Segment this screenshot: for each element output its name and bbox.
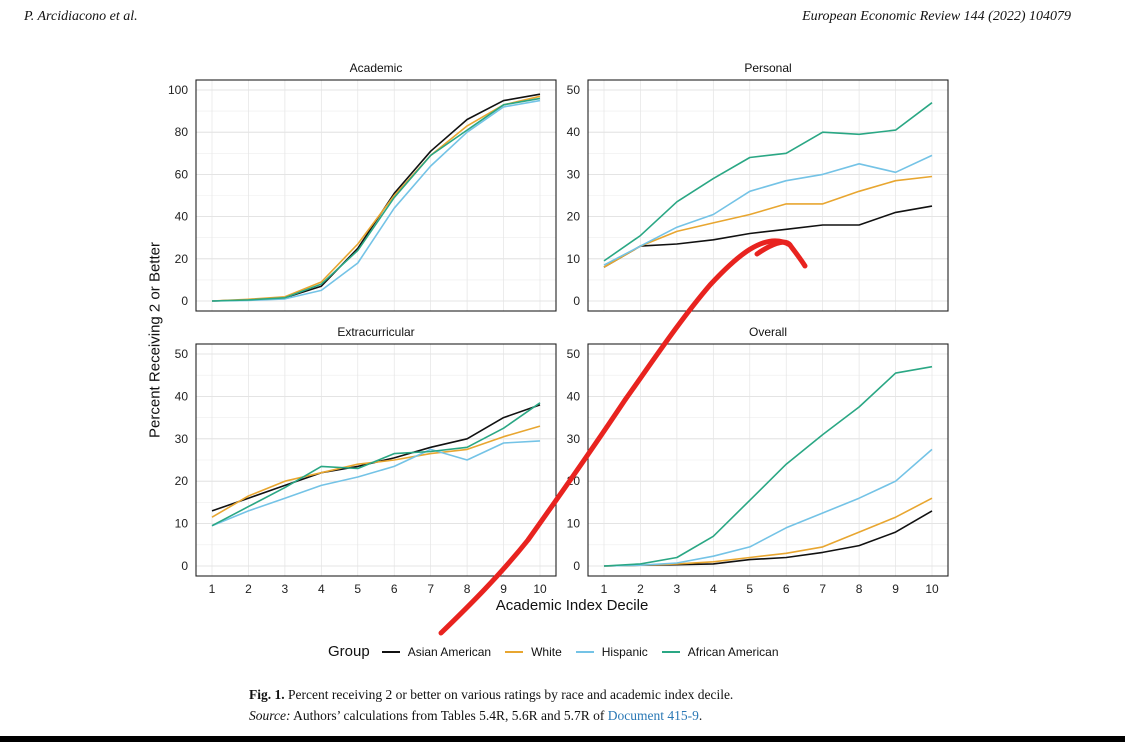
x-tick-label-extracurricular: 7	[427, 582, 434, 596]
x-tick-label-overall: 10	[925, 582, 939, 596]
panel-title-extracurricular: Extracurricular	[337, 325, 415, 339]
caption-fig-text: Percent receiving 2 or better on various…	[284, 687, 734, 702]
legend-label-white: White	[531, 644, 562, 659]
panel-title-personal: Personal	[744, 61, 792, 75]
legend-item-asian-american: Asian American	[381, 644, 492, 659]
panel-title-overall: Overall	[748, 325, 787, 339]
x-tick-label-extracurricular: 10	[533, 582, 547, 596]
y-tick-label-personal: 10	[567, 252, 581, 266]
legend-label-african-american: African American	[687, 644, 779, 659]
x-tick-label-overall: 2	[637, 582, 644, 596]
panel-frame-overall	[587, 343, 949, 577]
caption-fig-label: Fig. 1.	[249, 687, 285, 702]
figure-caption: Fig. 1. Percent receiving 2 or better on…	[249, 684, 733, 726]
y-tick-label-extracurricular: 0	[181, 559, 188, 573]
series-line-academic-african-american	[211, 97, 541, 302]
panel-frame-extracurricular	[195, 343, 557, 577]
x-tick-label-overall: 1	[601, 582, 608, 596]
y-tick-label-extracurricular: 20	[175, 474, 189, 488]
series-line-extracurricular-african-american	[211, 402, 541, 527]
y-tick-label-overall: 50	[567, 347, 581, 361]
y-tick-label-overall: 30	[567, 432, 581, 446]
legend-swatch-asian-american	[381, 650, 400, 653]
hand-drawn-arrowhead-annotation	[754, 239, 808, 269]
running-header-authors: P. Arcidiacono et al.	[24, 9, 138, 24]
legend-swatch-hispanic	[575, 650, 594, 653]
x-tick-label-overall: 7	[819, 582, 826, 596]
caption-document-link[interactable]: Document 415-9	[607, 708, 699, 723]
x-tick-label-extracurricular: 2	[245, 582, 252, 596]
x-tick-label-overall: 5	[746, 582, 753, 596]
page-bottom-bar	[0, 736, 1125, 742]
hand-drawn-arrow-annotation	[438, 238, 793, 636]
y-tick-label-personal: 30	[567, 167, 581, 181]
legend-item-white: White	[505, 645, 562, 659]
y-tick-label-personal: 50	[567, 83, 581, 97]
series-line-personal-hispanic	[603, 154, 933, 266]
x-tick-label-extracurricular: 9	[500, 582, 507, 596]
legend: Group Asian American White Hispanic Afri…	[328, 643, 793, 660]
legend-item-african-american: African American	[661, 644, 779, 659]
y-tick-label-academic: 100	[168, 83, 188, 97]
x-tick-label-overall: 6	[783, 582, 790, 596]
y-tick-label-academic: 40	[175, 210, 189, 224]
x-tick-label-overall: 4	[710, 582, 717, 596]
caption-end: .	[698, 708, 703, 723]
x-tick-label-extracurricular: 8	[464, 582, 471, 596]
y-axis-label: Percent Receiving 2 or Better	[146, 242, 164, 438]
series-line-overall-hispanic	[603, 448, 933, 567]
series-line-extracurricular-hispanic	[211, 440, 541, 527]
x-tick-label-extracurricular: 1	[209, 582, 216, 596]
panel-title-academic: Academic	[349, 61, 403, 75]
y-tick-label-personal: 20	[567, 210, 581, 224]
y-tick-label-extracurricular: 30	[175, 432, 189, 446]
caption-line-1: Fig. 1. Percent receiving 2 or better on…	[249, 684, 733, 705]
series-line-extracurricular-white	[211, 425, 541, 518]
series-line-personal-white	[603, 175, 933, 268]
y-tick-label-overall: 0	[573, 559, 580, 573]
x-axis-label: Academic Index Decile	[495, 597, 649, 614]
y-tick-label-personal: 40	[567, 125, 581, 139]
legend-label-hispanic: Hispanic	[601, 644, 648, 659]
y-tick-label-academic: 80	[175, 125, 189, 139]
y-tick-label-academic: 20	[175, 252, 189, 266]
legend-label-asian-american: Asian American	[407, 644, 492, 659]
y-tick-label-overall: 40	[567, 389, 581, 403]
y-tick-label-extracurricular: 50	[175, 347, 189, 361]
legend-item-hispanic: Hispanic	[575, 644, 648, 659]
y-tick-label-personal: 0	[573, 294, 580, 308]
x-tick-label-extracurricular: 5	[354, 582, 361, 596]
caption-source-label: Source:	[249, 708, 291, 723]
x-tick-label-overall: 8	[856, 582, 863, 596]
x-tick-label-extracurricular: 3	[282, 582, 289, 596]
caption-source-text: Authors’ calculations from Tables 5.4R, …	[290, 708, 608, 723]
legend-swatch-white	[505, 650, 524, 653]
running-header-journal: European Economic Review 144 (2022) 1040…	[802, 9, 1071, 24]
caption-line-2: Source: Authors’ calculations from Table…	[249, 705, 733, 726]
x-tick-label-extracurricular: 4	[318, 582, 325, 596]
x-tick-label-overall: 9	[892, 582, 899, 596]
y-tick-label-academic: 0	[181, 294, 188, 308]
legend-swatch-african-american	[661, 650, 680, 653]
x-tick-label-overall: 3	[674, 582, 681, 596]
legend-title: Group	[328, 643, 370, 660]
y-tick-label-extracurricular: 10	[175, 517, 189, 531]
y-tick-label-overall: 10	[567, 517, 581, 531]
series-line-personal-african-american	[603, 102, 933, 262]
panel-frame-academic	[195, 79, 557, 312]
series-line-personal-asian-american	[603, 205, 933, 268]
x-tick-label-extracurricular: 6	[391, 582, 398, 596]
y-tick-label-academic: 60	[175, 167, 189, 181]
y-tick-label-extracurricular: 40	[175, 389, 189, 403]
series-line-overall-african-american	[603, 365, 933, 567]
panel-frame-personal	[587, 79, 949, 312]
